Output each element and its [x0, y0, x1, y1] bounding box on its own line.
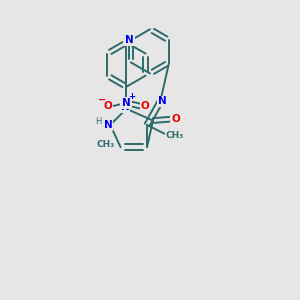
Text: O: O: [171, 114, 180, 124]
Text: CH₃: CH₃: [166, 131, 184, 140]
Text: N: N: [103, 120, 112, 130]
Text: O: O: [103, 101, 112, 111]
Text: CH₃: CH₃: [97, 140, 115, 148]
Text: N: N: [158, 96, 167, 106]
Text: O: O: [141, 101, 150, 111]
Text: −: −: [98, 95, 106, 105]
Text: +: +: [128, 92, 135, 101]
Text: N: N: [121, 102, 129, 112]
Text: N: N: [122, 98, 131, 108]
Text: H: H: [95, 117, 101, 126]
Text: N: N: [125, 35, 134, 45]
